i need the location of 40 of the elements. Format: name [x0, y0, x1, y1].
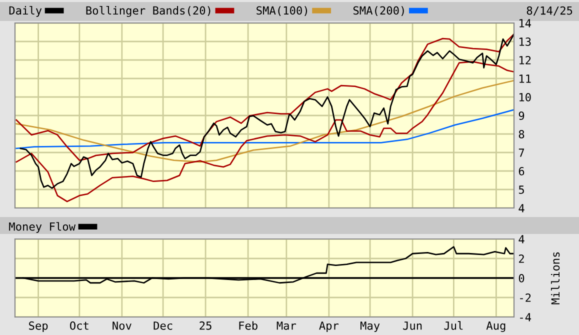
x-tick-label: Apr — [319, 322, 339, 332]
x-tick-label: Aug — [486, 321, 506, 332]
y-axis-title: Millions — [550, 252, 560, 304]
y-tick-label: 10 — [520, 93, 531, 102]
y-tick-label: 8 — [518, 130, 524, 138]
y-tick-label: 2 — [518, 254, 524, 263]
x-tick-label: Oct — [70, 321, 88, 330]
line-series — [16, 60, 514, 202]
x-tick-label: Sep — [29, 321, 48, 332]
x-tick-label: Mar — [276, 322, 296, 330]
y-tick-label: -4 — [520, 313, 532, 322]
y-tick-label: 12 — [520, 56, 531, 64]
line-series — [16, 80, 514, 163]
y-tick-label: 7 — [518, 148, 524, 157]
x-tick-label: Jul — [444, 321, 463, 330]
x-tick-label: Dec — [154, 322, 172, 330]
x-tick-label: Nov — [112, 322, 132, 330]
legend-label: SMA(100) — [256, 6, 308, 16]
legend-label: Daily — [9, 6, 42, 17]
x-tick-label: 25 — [200, 321, 212, 330]
y-tick-label: 9 — [518, 112, 524, 120]
line-series — [20, 33, 514, 189]
x-tick-label: May — [360, 322, 380, 332]
line-series — [16, 33, 514, 161]
legend-label: Bollinger Bands(20) — [86, 6, 210, 17]
y-tick-label: 4 — [518, 235, 524, 244]
y-tick-label: 5 — [518, 186, 524, 194]
y-tick-label: -2 — [520, 294, 531, 302]
x-tick-label: Jun — [403, 322, 422, 330]
text: 8/14/25 — [526, 6, 572, 16]
x-tick-label: Feb — [239, 321, 258, 330]
legend-label: Money Flow — [9, 222, 76, 233]
legend-label: SMA(200) — [353, 6, 404, 16]
y-tick-label: 4 — [518, 204, 524, 212]
y-tick-label: 13 — [520, 38, 531, 46]
y-tick-label: 6 — [518, 167, 524, 176]
y-tick-label: 0 — [518, 274, 524, 282]
y-tick-label: 11 — [520, 74, 531, 83]
line-series — [16, 109, 514, 150]
y-tick-label: 14 — [520, 19, 532, 28]
